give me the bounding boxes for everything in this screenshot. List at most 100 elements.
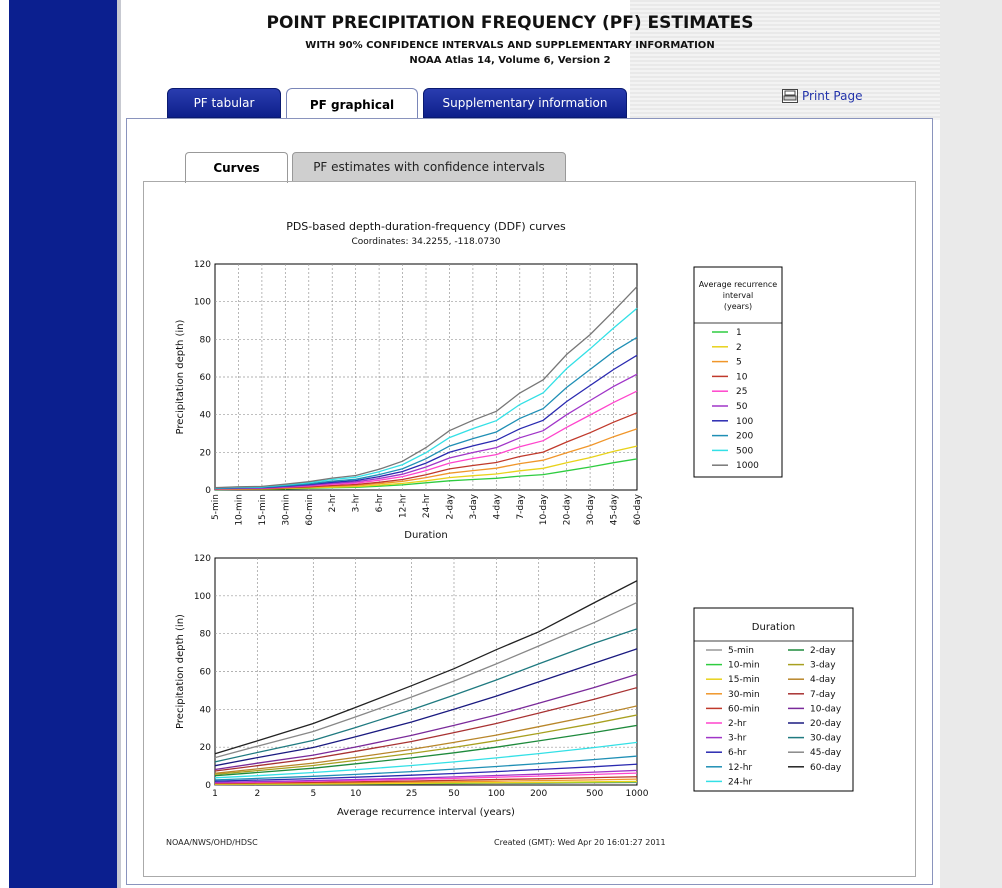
plot-2-ytick-label: 60 (200, 668, 212, 678)
plot-2-series-30-day (214, 628, 638, 763)
legend-1-label: 1 (736, 328, 742, 338)
chart-1-title: PDS-based depth-duration-frequency (DDF)… (286, 220, 566, 233)
plot-1-ytick-label: 40 (200, 411, 212, 421)
plot-1-series-500 (214, 307, 638, 489)
plot-2-xtick-label: 10 (350, 789, 362, 799)
chart-1-subtitle: Coordinates: 34.2255, -118.0730 (351, 237, 500, 247)
legend-2-label: 60-day (810, 763, 842, 773)
subtab-pf-estimates[interactable]: PF estimates with confidence intervals (292, 152, 566, 182)
plot-1-ytick-label: 120 (194, 260, 211, 270)
plot-2-series-60-min (214, 776, 638, 784)
plot-1-xtick-label: 45-day (610, 493, 620, 525)
page-subtitle-2: NOAA Atlas 14, Volume 6, Version 2 (409, 55, 611, 66)
plot-2-ytick-label: 80 (200, 630, 212, 640)
plot-2-series-60-day (214, 580, 638, 755)
subtab-curves[interactable]: Curves (185, 152, 288, 183)
legend-1-label: 1000 (736, 461, 759, 471)
legend-1-label: 500 (736, 446, 753, 456)
plot-2-series-3-hr (214, 769, 638, 784)
plot-2-series-45-day (214, 601, 638, 759)
plot-2-series-4-day (214, 705, 638, 774)
plot-2-xtick-label: 2 (254, 789, 260, 799)
plot-1-xtick-label: 60-min (305, 494, 315, 526)
plot-1-xtick-label: 2-hr (328, 494, 338, 513)
plot-1-xtick-label: 2-day (445, 493, 455, 519)
legend-2-label: 3-day (810, 661, 836, 671)
plot-1-xtick-label: 20-day (563, 493, 573, 525)
plot-2-ytick-label: 120 (194, 554, 211, 564)
legend-2-label: 7-day (810, 690, 836, 700)
plot-1-xtick-label: 4-day (492, 493, 502, 519)
legend-2-label: 24-hr (728, 777, 752, 787)
legend-1-title-line: interval (723, 291, 754, 300)
plot-2-series-12-hr (214, 755, 638, 781)
legend-2-title: Duration (752, 622, 795, 633)
plot-1-ylabel: Precipitation depth (in) (175, 319, 186, 434)
sidebar-edge (117, 0, 121, 888)
legend-2-box (693, 607, 854, 792)
plot-2-series-20-day (214, 648, 638, 767)
plot-2-xtick-label: 200 (530, 789, 547, 799)
plot-2-xtick-label: 100 (488, 789, 505, 799)
legend-1-title-line: (years) (724, 302, 752, 311)
plot-2-xtick-label: 1000 (626, 789, 649, 799)
plot-2-xtick-label: 500 (586, 789, 603, 799)
left-sidebar (9, 0, 117, 888)
legend-1-label: 100 (736, 417, 753, 427)
plot-1-xtick-label: 24-hr (422, 494, 432, 518)
plot-2-series-6-hr (214, 763, 638, 782)
legend-1-label: 50 (736, 402, 748, 412)
legend-2-label: 10-min (728, 661, 760, 671)
print-page-link[interactable]: Print Page (782, 89, 862, 103)
plot-2-xtick-label: 1 (212, 789, 218, 799)
footer-created: Created (GMT): Wed Apr 20 16:01:27 2011 (494, 838, 666, 847)
legend-2-label: 30-day (810, 734, 842, 744)
page-subtitle: WITH 90% CONFIDENCE INTERVALS AND SUPPLE… (305, 40, 715, 51)
legend-2-label: 12-hr (728, 763, 752, 773)
charts-svg: PDS-based depth-duration-frequency (DDF)… (175, 220, 854, 818)
plot-1-xlabel: Duration (404, 530, 447, 541)
legend-2-label: 20-day (810, 719, 842, 729)
plot-1-xtick-label: 60-day (633, 493, 643, 525)
plot-1-series-1000 (214, 286, 638, 489)
plot-1-ytick-label: 0 (205, 486, 211, 496)
chart-panel (143, 181, 916, 877)
plot-1-ytick-label: 80 (200, 335, 212, 345)
plot-1-xtick-label: 3-hr (352, 494, 362, 513)
legend-2-label: 2-hr (728, 719, 747, 729)
legend-2-label: 30-min (728, 690, 760, 700)
tab-pf-tabular[interactable]: PF tabular (167, 88, 281, 118)
plot-1-xtick-label: 6-hr (375, 494, 385, 513)
plot-1-xtick-label: 15-min (258, 494, 268, 526)
plot-1-series-200 (214, 336, 638, 489)
plot-2-series-10-day (214, 673, 638, 771)
page-title: POINT PRECIPITATION FREQUENCY (PF) ESTIM… (266, 13, 754, 33)
plot-2-xtick-label: 5 (310, 789, 316, 799)
tab-pf-graphical[interactable]: PF graphical (286, 88, 418, 120)
legend-2-label: 3-hr (728, 734, 747, 744)
legend-2-label: 6-hr (728, 748, 747, 758)
legend-1-label: 25 (736, 387, 747, 397)
legend-1-label: 200 (736, 432, 753, 442)
legend-2-label: 15-min (728, 675, 760, 685)
legend-1-title-line: Average recurrence (699, 280, 778, 289)
plot-1-xtick-label: 7-day (516, 493, 526, 519)
plot-2-series-2-day (214, 724, 638, 777)
legend-2-label: 5-min (728, 646, 754, 656)
plot-2-ytick-label: 20 (200, 743, 212, 753)
plot-2-ytick-label: 0 (205, 781, 211, 791)
plot-1-ytick-label: 60 (200, 373, 212, 383)
plot-1-xtick-label: 30-day (586, 493, 596, 525)
plot-1-xtick-label: 12-hr (399, 494, 409, 518)
plot-1-xtick-label: 30-min (281, 494, 291, 526)
plot-2-xlabel: Average recurrence interval (years) (337, 807, 515, 818)
plot-2-xtick-label: 50 (448, 789, 460, 799)
plot-2-series-7-day (214, 686, 638, 772)
plot-2-series-15-min (214, 780, 638, 785)
plot-2-series-24-hr (214, 741, 638, 779)
legend-1-label: 2 (736, 343, 742, 353)
print-page-label: Print Page (802, 89, 863, 103)
legend-2-label: 45-day (810, 748, 842, 758)
footer-source: NOAA/NWS/OHD/HDSC (166, 838, 258, 847)
tab-supplementary-information[interactable]: Supplementary information (423, 88, 627, 118)
